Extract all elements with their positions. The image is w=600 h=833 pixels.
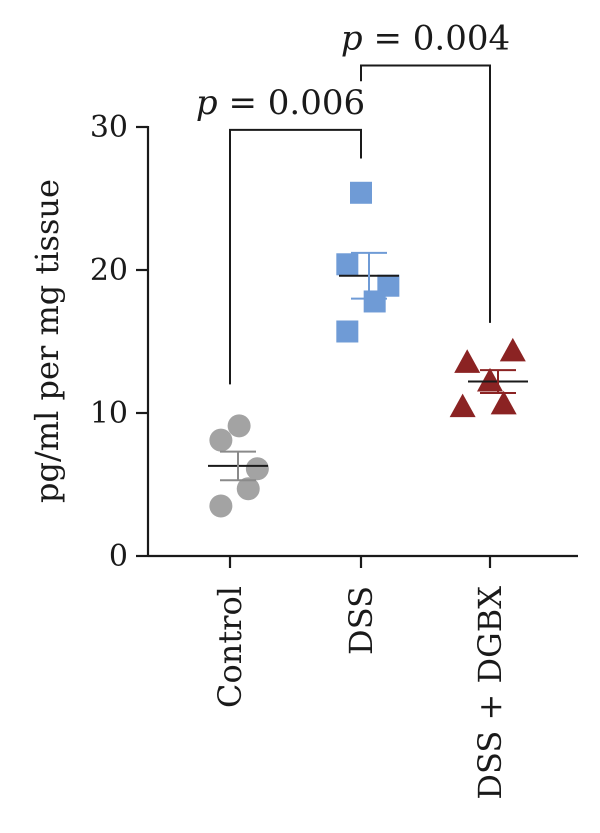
point-dss-0 bbox=[350, 181, 372, 204]
axes: 0 10 20 30 bbox=[90, 110, 578, 574]
point-control-0 bbox=[227, 414, 251, 438]
p-value-label-0: p = 0.006 bbox=[196, 83, 365, 123]
bracket-1 bbox=[360, 64, 491, 323]
point-control-3 bbox=[236, 477, 260, 501]
x-tick-label-2: DSS + DGBX bbox=[471, 586, 509, 800]
point-dss-dgbx-0 bbox=[454, 349, 481, 373]
p-symbol: p bbox=[341, 19, 363, 59]
data-points bbox=[209, 181, 526, 518]
point-control-4 bbox=[209, 494, 233, 518]
point-dss-dgbx-3 bbox=[449, 393, 476, 418]
bracket-0 bbox=[229, 128, 362, 385]
y-tick-label-30: 30 bbox=[90, 110, 128, 145]
p-symbol: p bbox=[196, 83, 218, 123]
point-dss-dgbx-1 bbox=[499, 337, 526, 362]
point-dss-4 bbox=[336, 320, 359, 343]
x-tick-labels: Control DSS DSS + DGBX bbox=[211, 586, 509, 800]
point-dss-dgbx-4 bbox=[490, 390, 517, 415]
mean-sem-bars bbox=[208, 251, 528, 482]
point-control-1 bbox=[209, 428, 233, 452]
y-tick-label-10: 10 bbox=[90, 396, 128, 431]
point-dss-dgbx-2 bbox=[477, 367, 503, 392]
point-dss-1 bbox=[336, 253, 359, 276]
p-value-text: = 0.004 bbox=[363, 19, 510, 59]
point-dss-3 bbox=[363, 290, 386, 313]
y-axis-label: pg/ml per mg tissue bbox=[28, 179, 66, 503]
p-value-text: = 0.006 bbox=[218, 83, 365, 123]
p-value-label-1: p = 0.004 bbox=[341, 19, 510, 59]
y-tick-label-20: 20 bbox=[90, 253, 128, 288]
x-tick-label-1: DSS bbox=[342, 586, 380, 655]
x-tick-label-0: Control bbox=[211, 586, 249, 708]
y-tick-label-0: 0 bbox=[109, 539, 128, 574]
point-control-2 bbox=[245, 457, 269, 481]
